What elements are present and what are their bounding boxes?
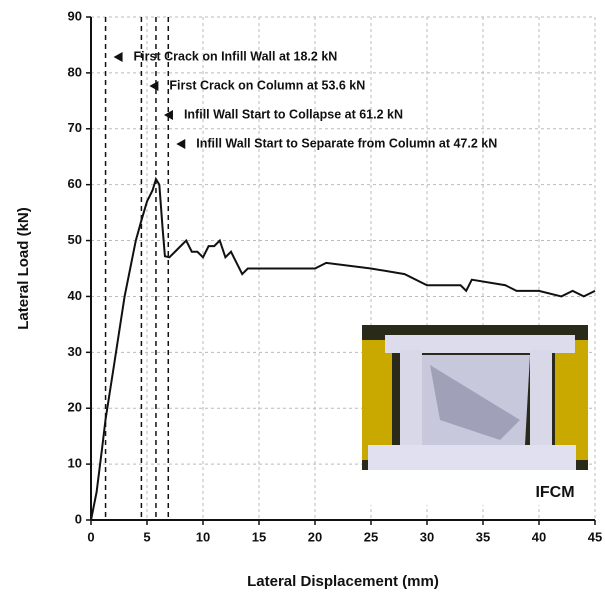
- inset-label: IFCM: [535, 484, 574, 501]
- annotation: Infill Wall Start to Separate from Colum…: [196, 136, 497, 150]
- x-tick-label: 45: [588, 529, 602, 544]
- arrow: [149, 81, 159, 91]
- inset-photo: IFCM: [362, 325, 588, 505]
- y-tick-label: 40: [68, 288, 82, 303]
- y-tick-label: 80: [68, 64, 82, 79]
- x-tick-label: 30: [420, 529, 434, 544]
- x-tick-label: 20: [308, 529, 322, 544]
- arrow: [163, 110, 173, 120]
- y-tick-label: 10: [68, 456, 82, 471]
- x-tick-label: 40: [532, 529, 546, 544]
- x-tick-label: 10: [196, 529, 210, 544]
- y-tick-label: 90: [68, 8, 82, 23]
- y-tick-label: 0: [75, 511, 82, 526]
- y-tick-label: 20: [68, 400, 82, 415]
- x-tick-label: 35: [476, 529, 490, 544]
- y-tick-label: 60: [68, 176, 82, 191]
- x-tick-label: 5: [143, 529, 150, 544]
- annotation: First Crack on Infill Wall at 18.2 kN: [134, 49, 338, 63]
- x-tick-label: 25: [364, 529, 378, 544]
- x-axis-title: Lateral Displacement (mm): [247, 573, 439, 590]
- plot: 0 10 20 30 40 50 60 70 80 90 0 5 10 15 20 25 30 35 40 45 Lat…: [15, 8, 602, 590]
- annotation: Infill Wall Start to Collapse at 61.2 kN: [184, 107, 403, 121]
- arrow: [176, 139, 186, 149]
- annotation: First Crack on Column at 53.6 kN: [169, 78, 365, 92]
- arrow: [113, 52, 123, 62]
- y-tick-label: 70: [68, 120, 82, 135]
- y-tick-label: 50: [68, 232, 82, 247]
- x-tick-label: 0: [87, 529, 94, 544]
- y-axis-title: Lateral Load (kN): [15, 207, 32, 330]
- x-tick-label: 15: [252, 529, 266, 544]
- data-line: [90, 176, 596, 521]
- y-tick-label: 30: [68, 344, 82, 359]
